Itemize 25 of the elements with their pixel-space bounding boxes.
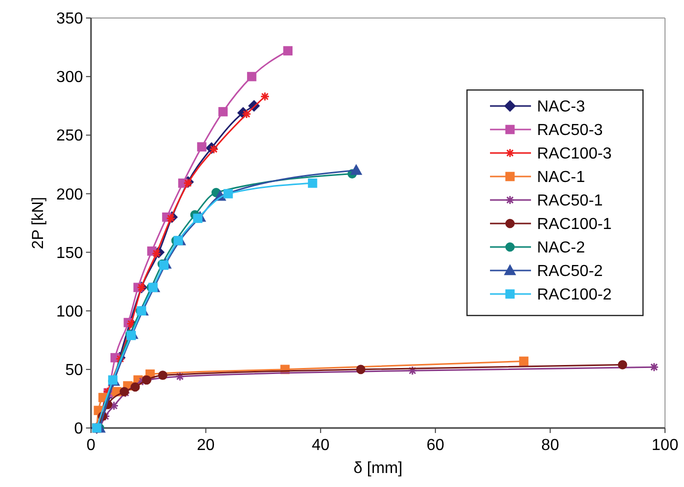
y-tick-label: 50 [65,362,84,380]
y-tick-label: 100 [56,303,84,320]
y-tick-label: 150 [56,244,84,262]
x-axis-title: δ [mm] [354,460,402,477]
y-tick-label: 350 [56,10,84,28]
legend-label: RAC100-1 [537,216,612,234]
x-tick-label: 60 [426,437,444,454]
legend-label: NAC-3 [537,98,586,116]
y-tick-label: 200 [56,186,84,204]
legend-label: RAC50-2 [537,263,603,280]
legend-label: NAC-1 [537,169,586,186]
x-tick-label: 20 [196,437,215,454]
x-tick-label: 100 [652,437,678,454]
x-tick-label: 80 [541,437,560,454]
legend-label: RAC50-1 [537,192,603,210]
legend-label: RAC100-2 [537,286,612,304]
x-tick-label: 40 [312,437,330,454]
y-tick-label: 250 [56,128,84,145]
y-tick-label: 300 [56,69,84,86]
legend-label: NAC-2 [537,240,586,257]
legend-label: RAC50-3 [537,122,603,140]
x-tick-label: 0 [86,437,96,454]
legend-label: RAC100-3 [537,146,612,163]
y-tick-label: 0 [74,420,84,438]
y-axis-title: 2P [kN] [30,196,47,250]
